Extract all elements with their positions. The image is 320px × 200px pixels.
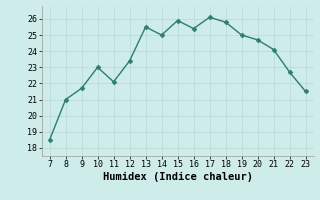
- X-axis label: Humidex (Indice chaleur): Humidex (Indice chaleur): [103, 172, 252, 182]
